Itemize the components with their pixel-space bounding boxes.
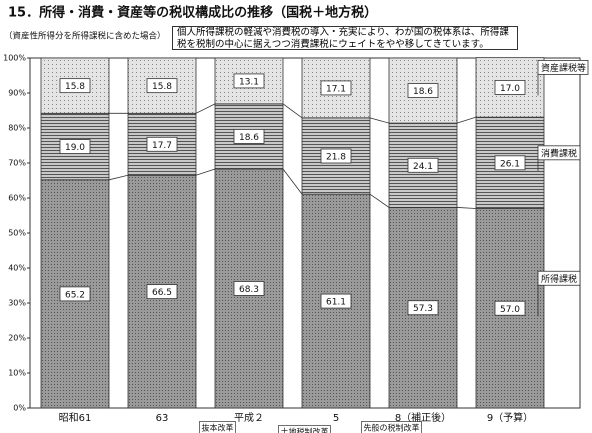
reform-note-box (199, 421, 236, 433)
value-label-box (146, 78, 178, 94)
x-tick-label: 昭和61 (59, 412, 92, 424)
value-label: 21.8 (326, 153, 346, 163)
value-label-box (407, 83, 439, 98)
chart-title: 15．所得・消費・資産等の税収構成比の推移（国税＋地方税） (8, 5, 377, 21)
value-label: 57.3 (413, 304, 433, 314)
annotation: 個人所得課税の軽減や消費税の導入・充実により、わが国の税体系は、所得課税を税制の… (172, 26, 518, 50)
value-label-box (59, 286, 91, 302)
connector-line (369, 193, 390, 208)
legend-label: 所得課税 (541, 273, 577, 285)
value-label-box (59, 139, 91, 154)
value-label: 26.1 (500, 159, 520, 169)
value-label-box (320, 148, 352, 164)
connector-line (108, 174, 129, 181)
y-tick-label: 90% (8, 89, 26, 98)
connector-line (456, 116, 477, 124)
value-label: 15.8 (65, 82, 85, 92)
y-tick-label: 0% (13, 404, 26, 413)
legend-label: 資産課税等 (541, 62, 586, 74)
value-label-box (320, 293, 352, 309)
connector-line (282, 168, 303, 195)
value-label: 15.8 (152, 82, 172, 92)
x-tick-label: 9（予算） (487, 411, 533, 424)
legend-box (537, 270, 581, 286)
value-label-box (320, 80, 352, 96)
x-tick-label: 5 (333, 413, 339, 424)
value-label: 68.3 (239, 285, 259, 295)
reform-note: 先般の税制改革 (364, 423, 420, 433)
reform-note: 抜本改革 (202, 423, 234, 433)
legend-box (537, 60, 589, 75)
x-tick-label: 平成２ (234, 412, 264, 424)
reform-note-box (278, 425, 331, 433)
x-tick-label: 63 (156, 413, 169, 424)
value-label: 18.6 (413, 87, 433, 97)
legend-box (537, 145, 581, 161)
connector-line (282, 103, 303, 119)
y-tick-label: 60% (8, 194, 26, 203)
y-tick-label: 50% (8, 229, 26, 238)
bar-segment (475, 116, 545, 209)
value-label-box (233, 73, 265, 89)
y-tick-label: 80% (8, 124, 26, 133)
value-label: 66.5 (152, 288, 172, 298)
value-label-box (494, 300, 526, 316)
value-label: 18.6 (239, 133, 259, 143)
connector-line (369, 117, 390, 124)
value-label-box (407, 157, 439, 173)
value-label-box (233, 281, 265, 296)
value-label: 24.1 (413, 162, 433, 172)
value-label: 61.1 (326, 298, 346, 308)
value-label-box (59, 78, 91, 94)
value-label: 19.0 (65, 143, 85, 153)
value-label: 65.2 (65, 290, 85, 300)
legend-label: 消費課税 (541, 147, 577, 159)
x-tick-label: 8（補正後） (395, 411, 451, 424)
y-tick-label: 10% (8, 369, 26, 378)
value-label: 57.0 (500, 305, 520, 315)
value-label-box (494, 80, 526, 95)
y-tick-label: 70% (8, 159, 26, 168)
y-tick-label: 40% (8, 264, 26, 273)
value-label-box (146, 136, 178, 152)
reform-note: 土地税制改革 (281, 427, 329, 433)
value-label-box (233, 128, 265, 144)
y-tick-label: 100% (3, 54, 26, 63)
value-label: 17.1 (326, 84, 346, 94)
value-label: 17.0 (500, 84, 520, 94)
connector-line (195, 103, 216, 114)
value-label-box (494, 155, 526, 171)
chart-subtitle: （資産性所得分を所得課税に含めた場合） (4, 31, 166, 42)
value-label-box (146, 284, 178, 300)
value-label: 17.7 (152, 141, 172, 151)
connector-line (195, 168, 216, 176)
connector-line (456, 207, 477, 209)
y-tick-label: 30% (8, 299, 26, 308)
value-label-box (407, 300, 439, 316)
value-label: 13.1 (239, 77, 259, 87)
reform-note-box (361, 421, 422, 433)
y-tick-label: 20% (8, 334, 26, 343)
